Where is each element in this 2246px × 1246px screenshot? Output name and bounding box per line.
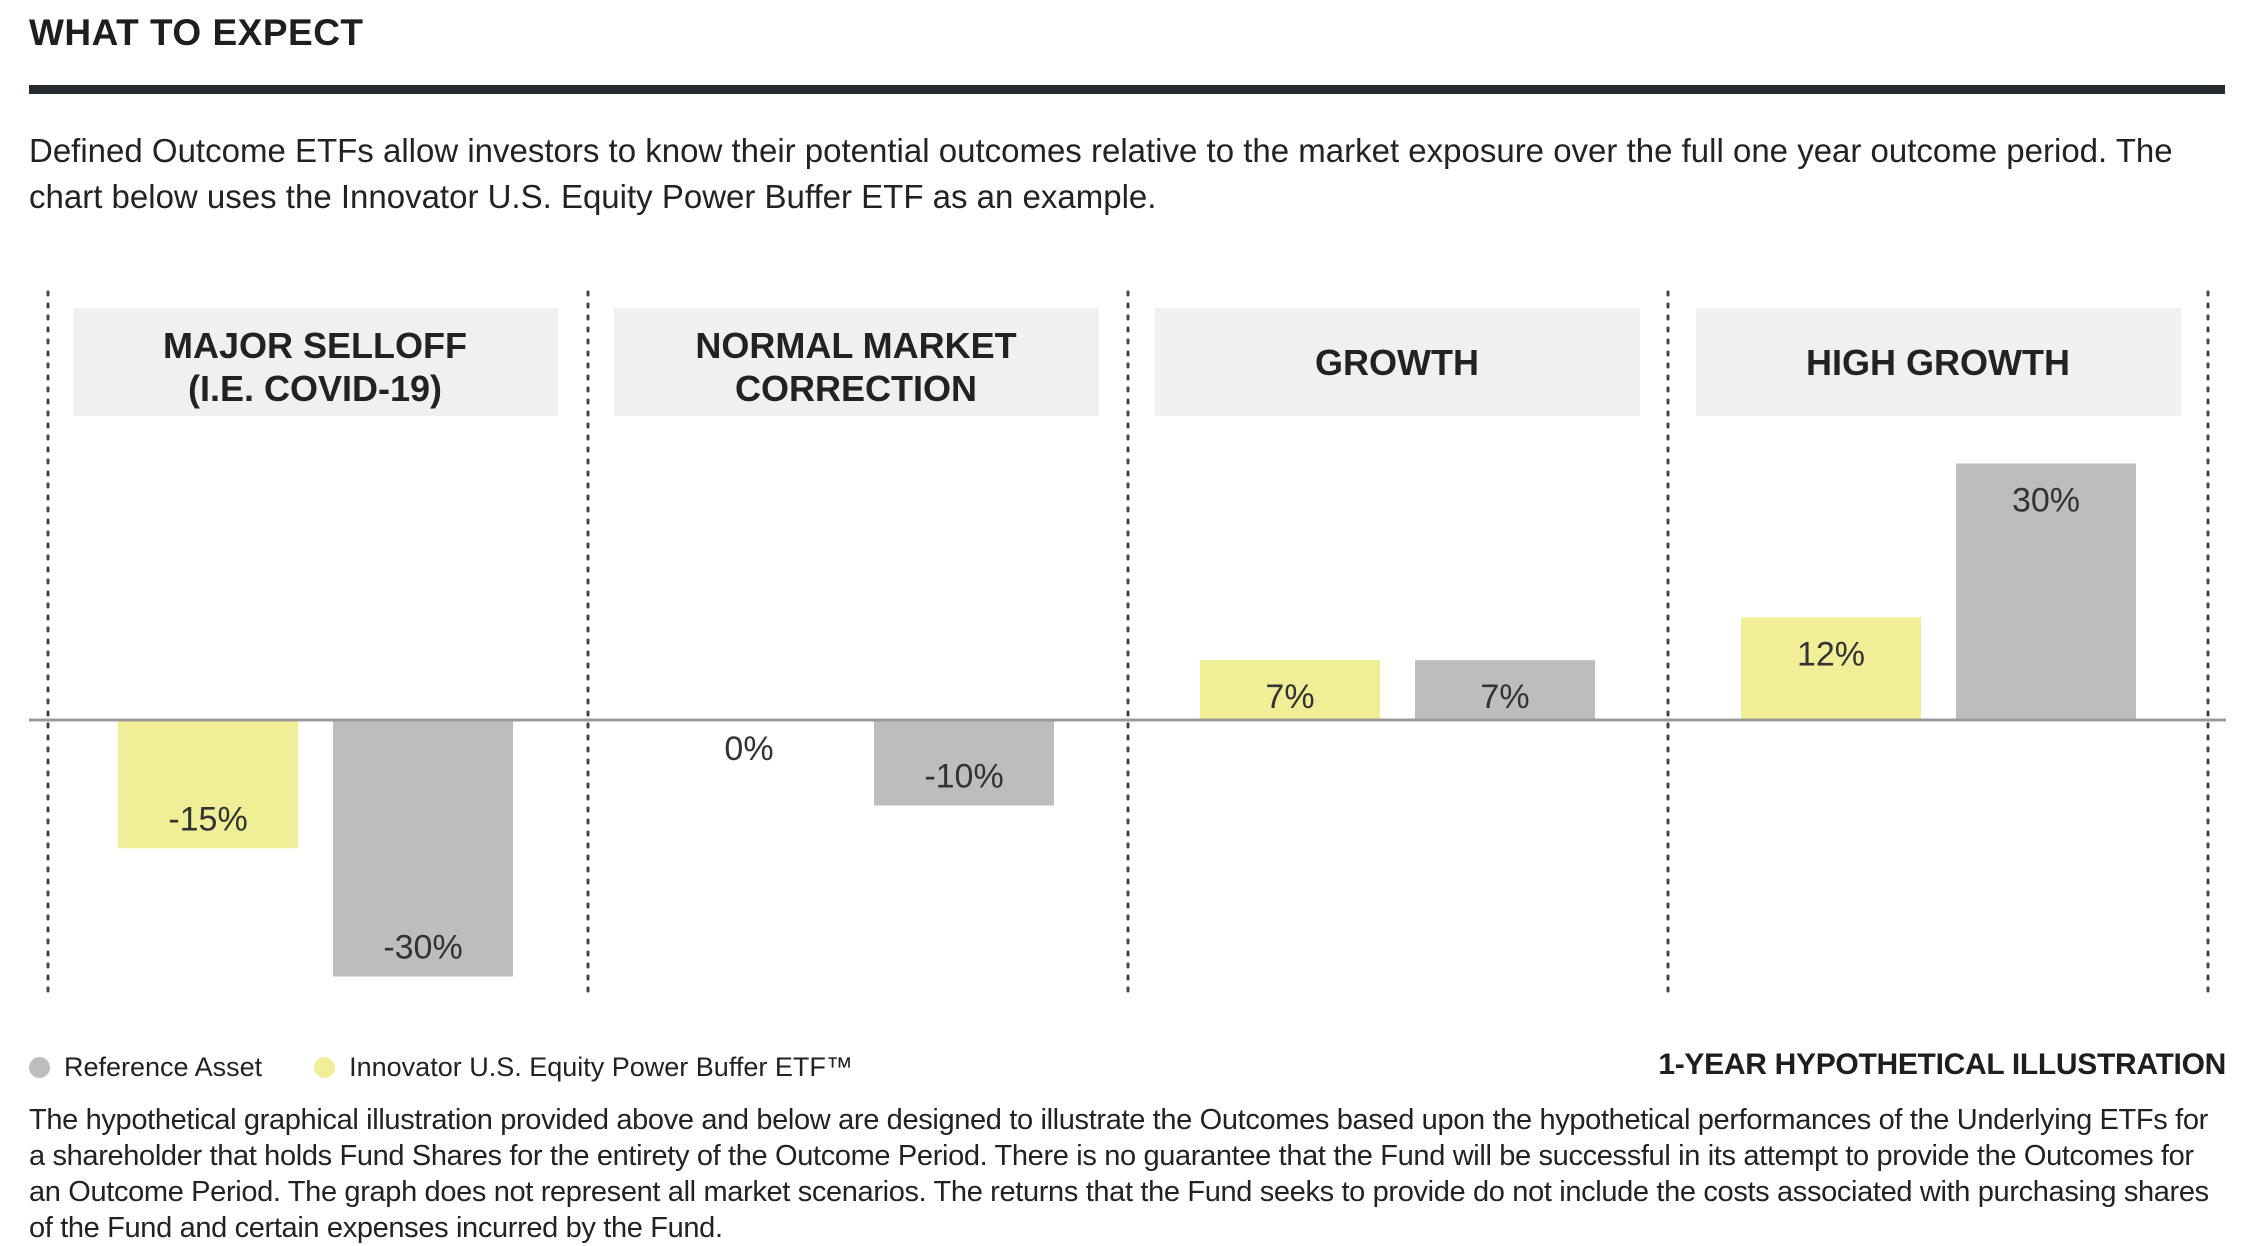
page-title: WHAT TO EXPECT [29, 12, 364, 53]
category-label-2: GROWTH [1315, 342, 1479, 383]
disclaimer-text: The hypothetical graphical illustration … [29, 1104, 2209, 1244]
reference-value-label-3: 30% [2012, 482, 2080, 520]
legend-label-etf: Innovator U.S. Equity Power Buffer ETF™ [349, 1052, 853, 1082]
etf-bar-0 [118, 720, 298, 849]
category-header-bg-3 [1696, 308, 2181, 416]
reference-bar-1 [874, 720, 1054, 806]
legend-item-etf: Innovator U.S. Equity Power Buffer ETF™ [314, 1052, 853, 1083]
category-label-0-line1: MAJOR SELLOFF [163, 325, 467, 366]
intro-paragraph: Defined Outcome ETFs allow investors to … [29, 132, 2173, 215]
outcome-bar-chart: MAJOR SELLOFF(I.E. COVID-19) NORMAL MARKE… [29, 290, 2226, 994]
etf-swatch [314, 1057, 336, 1078]
category-header-bg-2 [1155, 308, 1640, 416]
reference-bar-3 [1956, 463, 2136, 720]
legend-item-reference: Reference Asset [29, 1052, 262, 1083]
etf-bar-3 [1741, 617, 1921, 720]
etf-value-label-0: -15% [168, 800, 247, 838]
illustration-label: 1-YEAR HYPOTHETICAL ILLUSTRATION [1658, 1048, 2226, 1081]
etf-value-label-2: 7% [1265, 678, 1314, 716]
category-header-bg-0 [73, 308, 558, 416]
etf-bar-2 [1200, 660, 1380, 720]
category-header-bg-1 [614, 308, 1099, 416]
category-label-1-line1: NORMAL MARKET [695, 325, 1016, 366]
etf-value-label-3: 12% [1797, 635, 1865, 673]
category-label-0-line2: (I.E. COVID-19) [188, 368, 442, 409]
reference-bar-2 [1415, 660, 1595, 720]
reference-value-label-2: 7% [1480, 678, 1529, 716]
category-label-3: HIGH GROWTH [1806, 342, 2070, 383]
reference-value-label-0: -30% [383, 929, 462, 967]
legend-label-reference: Reference Asset [64, 1052, 263, 1082]
chart-legend: Reference Asset Innovator U.S. Equity Po… [29, 1052, 905, 1083]
etf-value-label-1: 0% [724, 730, 773, 768]
title-divider [29, 85, 2225, 94]
reference-value-label-1: -10% [924, 758, 1003, 796]
category-label-1-line2: CORRECTION [735, 368, 977, 409]
reference-asset-swatch [29, 1057, 50, 1078]
reference-bar-0 [333, 720, 513, 977]
